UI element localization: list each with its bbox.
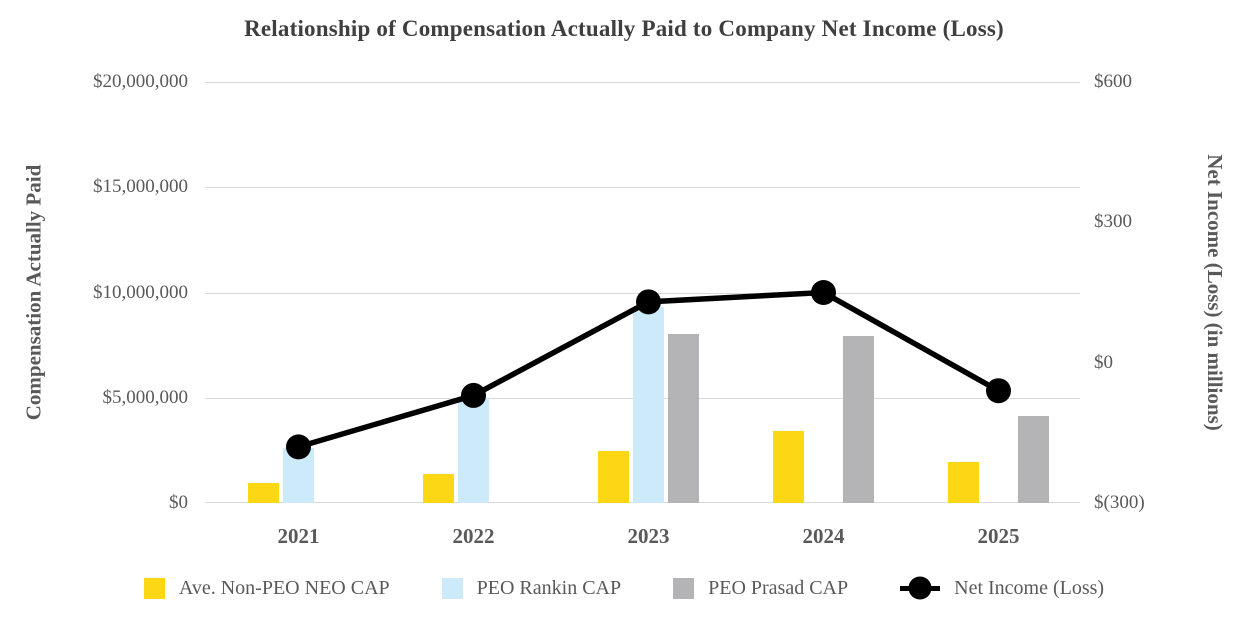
bar-ave-non-peo-neo-cap-2025 [948,461,979,503]
legend-item-net-income-loss: Net Income (Loss) [900,576,1104,600]
net-income-point-2021 [286,434,311,460]
left-tick-label: $10,000,000 [93,281,188,303]
left-axis-ticks: $20,000,000 $15,000,000 $10,000,000 $5,000,… [0,71,196,513]
legend-line-dot-icon [900,576,941,600]
plot-area [205,82,1080,503]
bar-peo-rankin-cap-2022 [458,397,489,503]
left-tick-label: $0 [169,492,188,513]
bar-peo-prasad-cap-2025 [1018,415,1049,503]
right-tick-label: $0 [1094,351,1113,373]
gridline [205,187,1080,189]
legend-label: Ave. Non-PEO NEO CAP [178,576,390,599]
right-tick-label: $300 [1094,211,1132,233]
legend-label: PEO Prasad CAP [708,576,849,599]
bar-peo-prasad-cap-2024 [843,335,874,503]
net-income-line [297,289,1000,450]
x-axis-label-2023: 2023 [627,524,670,548]
legend-swatch-icon [673,577,695,599]
chart-title: Relationship of Compensation Actually Pa… [244,16,1004,41]
x-axis-label-2025: 2025 [977,524,1020,548]
left-tick-label: $5,000,000 [102,386,189,408]
x-axis-labels: 2021 2022 2023 2024 2025 [205,524,1080,554]
legend-swatch-icon [441,577,463,599]
bar-ave-non-peo-neo-cap-2022 [423,473,454,503]
net-income-point-2022 [461,382,486,408]
net-income-point-2023 [636,289,661,315]
left-tick-label: $15,000,000 [93,176,188,198]
left-tick-label: $20,000,000 [93,71,188,92]
legend-item-peo-rankin-cap: PEO Rankin CAP [441,576,622,600]
bar-peo-rankin-cap-2023 [633,307,664,503]
bar-ave-non-peo-neo-cap-2021 [248,483,279,503]
x-axis-label-2024: 2024 [802,524,845,548]
legend-item-ave-non-peo-neo-cap: Ave. Non-PEO NEO CAP [143,576,390,600]
legend: Ave. Non-PEO NEO CAP PEO Rankin CAP PEO Pr… [0,570,1248,606]
legend-dot-icon [908,576,932,600]
x-axis-label-2022: 2022 [452,524,495,548]
bar-ave-non-peo-neo-cap-2023 [598,451,629,503]
legend-item-peo-prasad-cap: PEO Prasad CAP [673,577,848,600]
right-tick-label: $(300) [1094,492,1145,513]
right-tick-label: $600 [1094,71,1132,92]
net-income-point-2025 [986,378,1011,404]
x-axis-label-2021: 2021 [277,524,320,548]
right-axis-ticks: $600 $300 $0 $(300) [1094,71,1244,513]
net-income-line-layer [286,280,1011,460]
legend-label: Net Income (Loss) [954,576,1105,599]
legend-label: PEO Rankin CAP [476,576,622,599]
bar-ave-non-peo-neo-cap-2024 [773,431,804,503]
gridline [205,82,1080,83]
bar-peo-prasad-cap-2023 [668,333,699,503]
legend-swatch-icon [143,577,165,599]
net-income-point-2024 [811,280,836,305]
